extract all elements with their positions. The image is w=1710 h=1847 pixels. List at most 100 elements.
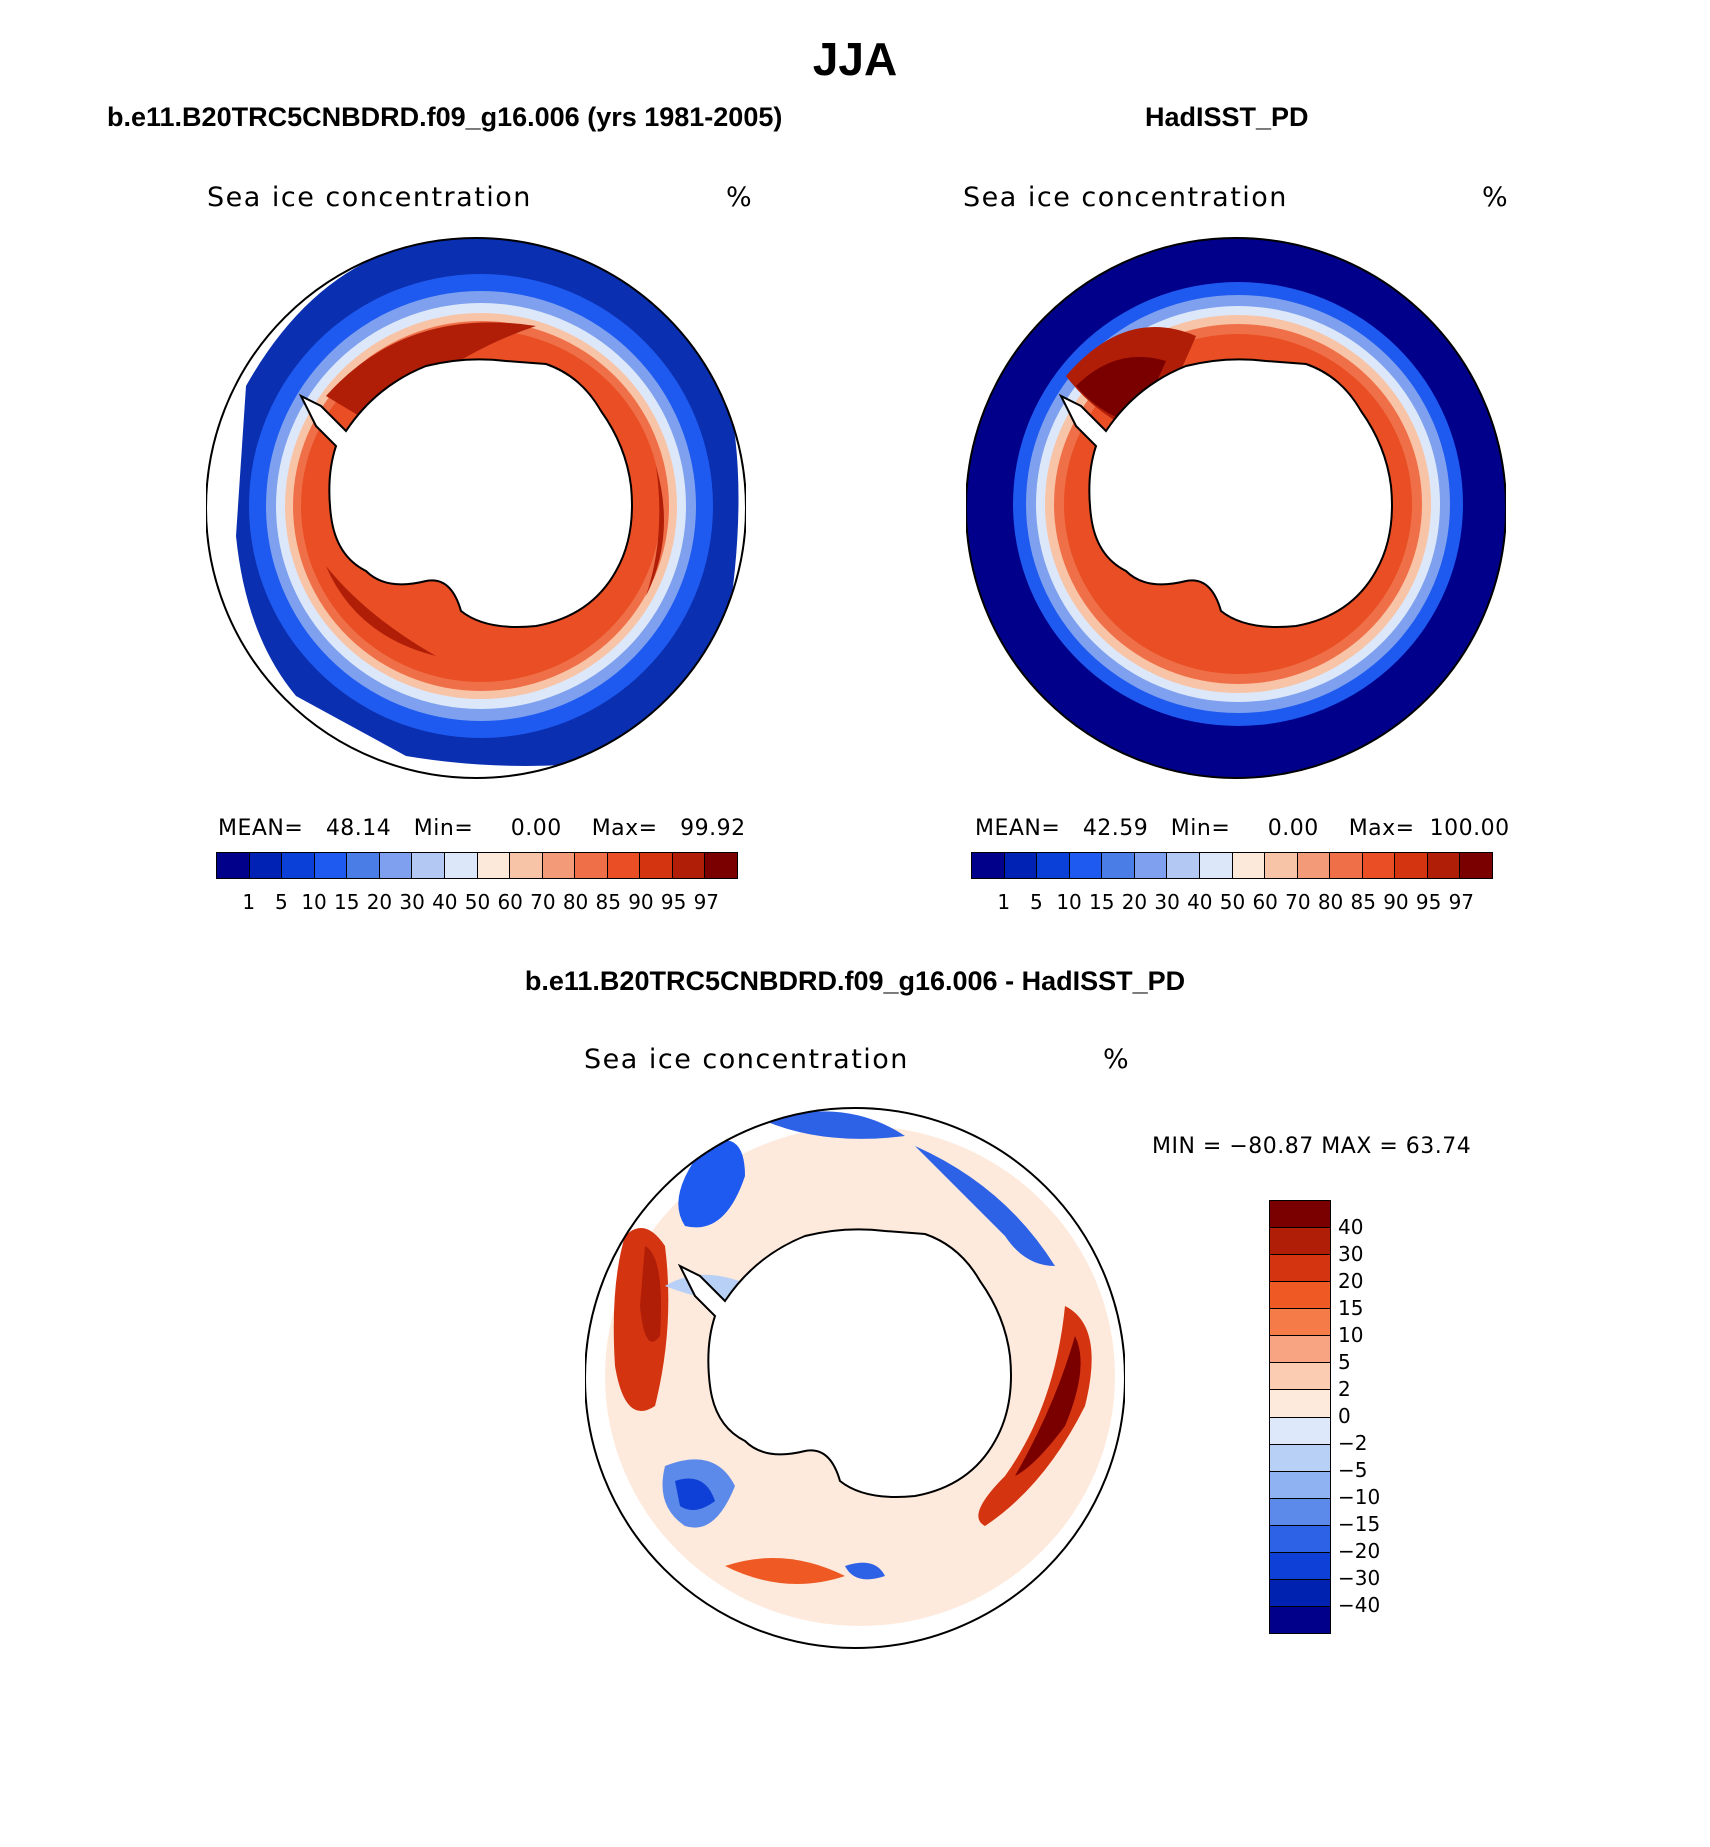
obs-colorbar-swatch (972, 853, 1005, 878)
obs-colorbar-swatch (1069, 853, 1103, 878)
obs-colorbar-tick-label: 90 (1383, 890, 1409, 914)
obs-colorbar-swatch (1167, 853, 1200, 878)
model-colorbar-swatch (412, 853, 445, 878)
diff-field (605, 1111, 1115, 1626)
model-colorbar-tick-label: 80 (562, 890, 589, 914)
obs-colorbar-swatch (1232, 853, 1266, 878)
obs-colorbar-tick-label: 85 (1350, 890, 1376, 914)
model-colorbar-swatch (542, 853, 576, 878)
antarctica-landmass (298, 358, 633, 628)
model-mean-value: 48.14 (325, 816, 392, 841)
model-colorbar-swatch (607, 853, 641, 878)
model-colorbar-tick-label: 5 (275, 890, 288, 914)
diff-colorbar-swatch (1270, 1579, 1330, 1607)
model-colorbar-swatch (217, 853, 250, 878)
model-colorbar-tick-label: 50 (464, 890, 491, 914)
diff-colorbar-tick-label: 30 (1338, 1242, 1364, 1266)
obs-mean-label: MEAN= (975, 816, 1061, 841)
model-mean-label: MEAN= (218, 816, 304, 841)
model-colorbar-tick-label: 40 (432, 890, 458, 914)
map-boundary-circle (206, 237, 746, 779)
obs-colorbar-swatch (1004, 853, 1038, 878)
obs-colorbar-tick-label: 97 (1448, 890, 1475, 914)
diff-colorbar (1269, 1200, 1331, 1634)
diff-panel-title: b.e11.B20TRC5CNBDRD.f09_g16.006 - HadISS… (524, 966, 1186, 996)
diff-colorbar-tick-label: 10 (1338, 1323, 1364, 1347)
diff-colorbar-swatch (1270, 1390, 1330, 1418)
obs-max-value: 100.00 (1429, 816, 1510, 841)
model-colorbar-swatch (477, 853, 511, 878)
model-colorbar-swatch (705, 853, 737, 878)
diff-colorbar-swatch (1270, 1336, 1330, 1364)
antarctica-landmass (677, 1228, 1012, 1498)
diff-colorbar-ticks: 40 30 20 15 10 5 2 0 −2 −5 −10 −15 −20 −30 −40 (1338, 1200, 1418, 1632)
diff-colorbar-tick-label: −15 (1338, 1512, 1381, 1536)
diff-colorbar-swatch (1270, 1471, 1330, 1499)
obs-stats: MEAN= 42.59 Min= 0.00 Max= 100.00 (975, 816, 1510, 841)
diff-colorbar-tick-label: −2 (1338, 1431, 1368, 1455)
antarctica-landmass (1058, 358, 1393, 628)
diff-colorbar-tick-label: 20 (1338, 1269, 1364, 1293)
model-colorbar (216, 852, 738, 879)
obs-colorbar-swatch (1134, 853, 1168, 878)
obs-min-label: Min= (1170, 816, 1231, 841)
diff-colorbar-swatch (1270, 1282, 1330, 1310)
obs-colorbar-swatch (1460, 853, 1492, 878)
diff-colorbar-tick-label: −5 (1338, 1458, 1368, 1482)
diff-units-label: % (1103, 1044, 1131, 1075)
model-colorbar-tick-label: 10 (301, 890, 327, 914)
obs-colorbar-ticks: 1 5 10 15 20 30 40 50 60 70 80 85 90 95 97 (971, 890, 1494, 914)
model-variable-label: Sea ice concentration (207, 182, 532, 213)
model-colorbar-tick-label: 85 (595, 890, 621, 914)
map-boundary-circle (966, 237, 1506, 779)
diff-colorbar-swatch (1270, 1444, 1330, 1472)
obs-colorbar-tick-label: 20 (1121, 890, 1148, 914)
model-colorbar-swatch (249, 853, 283, 878)
diff-colorbar-swatch (1270, 1606, 1330, 1633)
model-panel-title: b.e11.B20TRC5CNBDRD.f09_g16.006 (yrs 198… (107, 102, 783, 132)
figure-title: JJA (812, 33, 898, 85)
model-colorbar-tick-label: 30 (399, 890, 425, 914)
obs-colorbar-swatch (1102, 853, 1135, 878)
diff-colorbar-swatch (1270, 1228, 1330, 1256)
diff-polar-map (585, 1107, 1125, 1649)
model-colorbar-swatch (444, 853, 478, 878)
diff-minmax: MIN = −80.87 MAX = 63.74 (1152, 1134, 1472, 1159)
model-colorbar-swatch (640, 853, 673, 878)
model-colorbar-ticks: 1 5 10 15 20 30 40 50 60 70 80 85 90 95 97 (216, 890, 739, 914)
diff-colorbar-swatch (1270, 1417, 1330, 1445)
model-polar-map (206, 237, 746, 779)
diff-colorbar-swatch (1270, 1363, 1330, 1391)
obs-colorbar-tick-label: 70 (1285, 890, 1311, 914)
model-colorbar-swatch (575, 853, 608, 878)
model-colorbar-tick-label: 90 (628, 890, 654, 914)
obs-colorbar-swatch (1395, 853, 1428, 878)
diff-colorbar-tick-label: 0 (1338, 1404, 1351, 1428)
diff-colorbar-swatch (1270, 1255, 1330, 1283)
model-colorbar-tick-label: 70 (530, 890, 556, 914)
diff-colorbar-swatch (1270, 1552, 1330, 1580)
model-stats: MEAN= 48.14 Min= 0.00 Max= 99.92 (218, 816, 746, 841)
diff-colorbar-tick-label: −20 (1338, 1539, 1381, 1563)
obs-colorbar-tick-label: 5 (1030, 890, 1043, 914)
obs-colorbar-tick-label: 10 (1056, 890, 1082, 914)
model-max-value: 99.92 (680, 816, 746, 841)
obs-polar-map (966, 237, 1506, 779)
obs-units-label: % (1482, 182, 1510, 213)
diff-colorbar-swatch (1270, 1525, 1330, 1553)
model-colorbar-swatch (510, 853, 543, 878)
obs-max-label: Max= (1348, 816, 1415, 841)
diff-colorbar-tick-label: 40 (1338, 1215, 1364, 1239)
diff-colorbar-tick-label: −30 (1338, 1566, 1381, 1590)
obs-colorbar-tick-label: 95 (1415, 890, 1442, 914)
obs-variable-label: Sea ice concentration (963, 182, 1288, 213)
obs-panel-title: HadISST_PD (1145, 102, 1309, 132)
diff-colorbar-tick-label: 2 (1338, 1377, 1351, 1401)
model-min-label: Min= (413, 816, 474, 841)
model-colorbar-tick-label: 97 (693, 890, 720, 914)
obs-colorbar-swatch (1199, 853, 1233, 878)
obs-colorbar-swatch (1265, 853, 1298, 878)
model-units-label: % (726, 182, 754, 213)
obs-colorbar-swatch (1037, 853, 1070, 878)
model-min-value: 0.00 (510, 816, 562, 841)
